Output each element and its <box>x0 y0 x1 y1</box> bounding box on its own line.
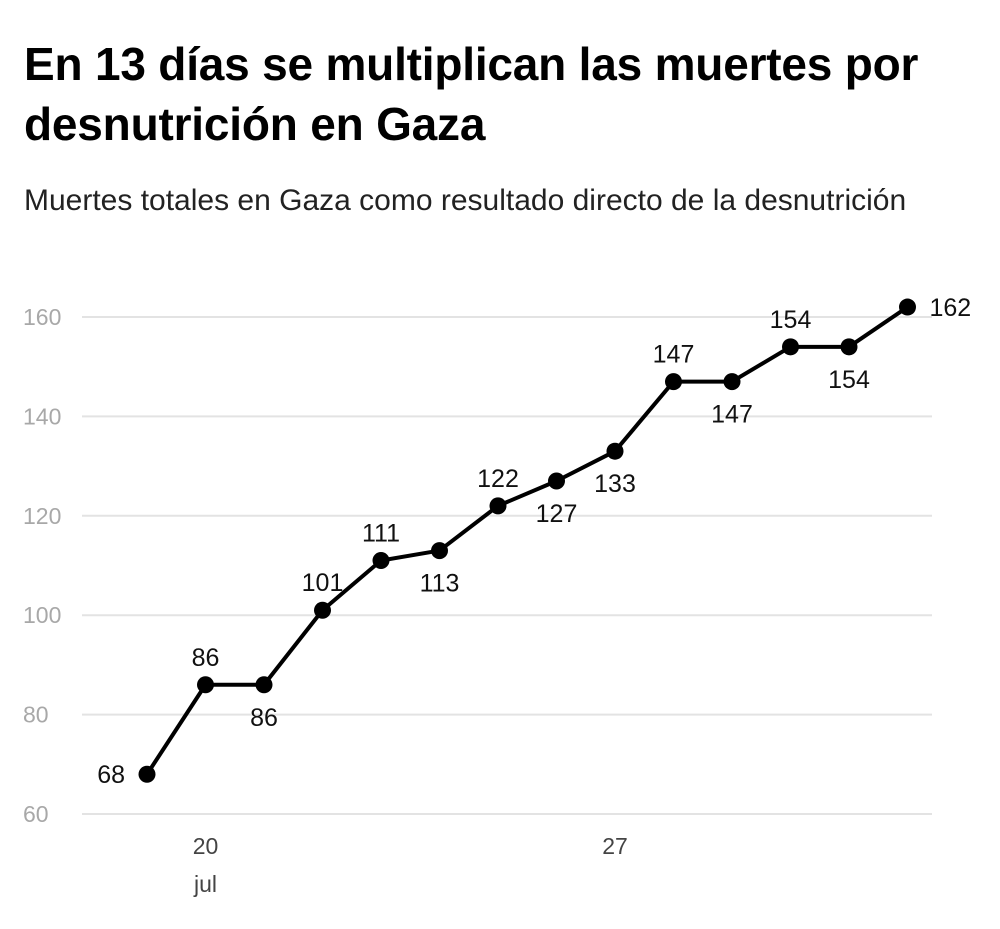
data-labels: 68 86 86 101 111 113 122 127 133 147 147 154 154 162 <box>97 294 971 789</box>
x-tick-label: 27 <box>602 833 628 859</box>
y-axis-ticks: 60 80 100 120 140 160 <box>23 304 61 827</box>
data-label: 86 <box>250 704 278 732</box>
x-tick-sublabel: jul <box>193 871 217 897</box>
data-point <box>314 601 331 619</box>
y-tick-label: 60 <box>23 801 49 827</box>
data-label: 111 <box>362 520 400 548</box>
data-point <box>840 338 858 356</box>
data-point <box>665 373 682 391</box>
data-label: 101 <box>302 569 344 597</box>
data-label: 147 <box>711 401 753 429</box>
y-tick-label: 100 <box>23 602 61 628</box>
data-point <box>372 552 390 570</box>
y-tick-label: 140 <box>23 403 61 429</box>
data-point <box>606 442 624 460</box>
data-point <box>723 373 741 391</box>
data-label: 68 <box>97 761 125 789</box>
data-point <box>255 676 273 694</box>
data-label: 122 <box>477 465 519 493</box>
data-label: 133 <box>594 470 636 498</box>
data-point <box>431 542 448 560</box>
data-label: 154 <box>770 306 812 334</box>
data-label: 162 <box>930 294 972 322</box>
data-point <box>489 497 507 515</box>
y-tick-label: 160 <box>23 304 61 330</box>
data-point <box>138 765 156 783</box>
data-label: 113 <box>420 570 460 598</box>
x-axis-ticks: 20 jul 27 <box>193 833 628 897</box>
data-point <box>197 676 214 694</box>
data-point <box>899 298 916 316</box>
data-label: 86 <box>192 644 220 672</box>
grid-layer <box>82 316 932 815</box>
data-label: 154 <box>828 366 870 394</box>
data-label: 127 <box>536 500 578 528</box>
y-tick-label: 80 <box>23 702 49 728</box>
data-points <box>138 298 916 783</box>
series-line-layer <box>145 305 910 777</box>
chart-subtitle: Muertes totales en Gaza como resultado d… <box>24 184 907 217</box>
data-label: 147 <box>653 341 695 369</box>
chart-title: En 13 días se multiplican las muertes po… <box>24 38 919 150</box>
x-tick-label: 20 <box>193 833 219 859</box>
data-point <box>548 472 565 490</box>
data-point <box>782 338 799 356</box>
y-tick-label: 120 <box>23 503 61 529</box>
series-line <box>145 305 910 777</box>
